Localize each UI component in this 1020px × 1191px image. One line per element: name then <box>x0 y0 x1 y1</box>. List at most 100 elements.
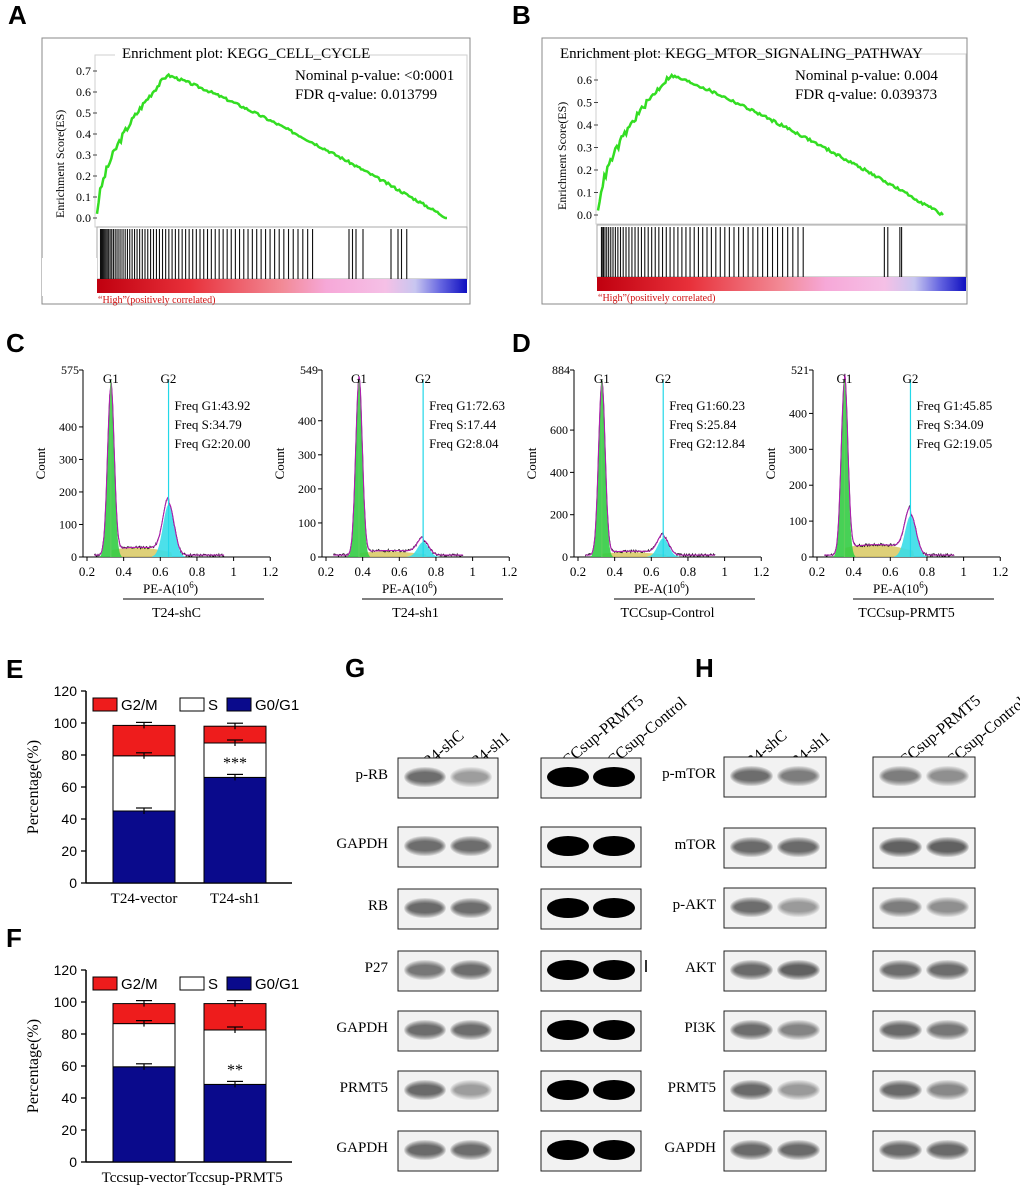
blot-band-layer <box>929 964 966 976</box>
flow-g1-label: G1 <box>836 371 852 386</box>
flow-fit-curve <box>333 376 464 556</box>
blot-band-layer <box>404 1080 446 1100</box>
blot-band-layer <box>929 901 966 913</box>
blot-band-layer <box>404 960 446 980</box>
gsea-ytick-label: 0.2 <box>577 163 592 177</box>
gsea-plot-mtor: Enrichment plot: KEGG_MTOR_SIGNALING_PAT… <box>541 37 968 305</box>
blot-band-layer <box>407 840 443 852</box>
blot-band-layer <box>450 768 492 786</box>
blot-band-layer <box>879 1081 922 1099</box>
blot-panel-right <box>872 1070 976 1112</box>
blot-band-layer <box>453 1144 489 1156</box>
blot-band-layer <box>926 837 969 857</box>
blot-band-layer <box>881 840 920 854</box>
blot-band <box>730 1020 773 1040</box>
blot-band-layer <box>551 903 585 913</box>
flow-ytick-label: 200 <box>298 482 316 496</box>
blot-band-layer <box>451 1082 491 1098</box>
blot-band-layer <box>930 1085 965 1095</box>
blot-band-layer <box>551 841 585 851</box>
gsea-left-blank <box>42 258 97 296</box>
flow-xtick-label: 1 <box>960 564 967 579</box>
blot-edge-mark <box>645 960 647 972</box>
blot-panel-left <box>397 826 499 868</box>
gsea-ytick-label: 0.3 <box>577 141 592 155</box>
blot-band-layer <box>452 963 490 977</box>
blot-band-layer <box>404 1020 446 1040</box>
flow-ytick-label: 200 <box>59 485 77 499</box>
blot-band-layer <box>450 1020 492 1040</box>
blot-band <box>879 766 922 786</box>
flow-ytick-zero: 0 <box>801 550 807 564</box>
blot-band-layer <box>407 771 443 783</box>
blot-panel-right <box>872 887 976 929</box>
blot-panel-right <box>872 1010 976 1052</box>
blot-band-layer <box>883 902 918 912</box>
flow-ytick-label: 200 <box>550 508 568 522</box>
blot-band-layer <box>450 837 492 855</box>
blot-band-layer <box>407 964 443 976</box>
blot-band-layer <box>882 1084 919 1096</box>
gsea-es-curve <box>95 72 447 220</box>
blot-band-layer <box>451 1022 491 1038</box>
blot-band-layer <box>454 1085 488 1095</box>
blot-band <box>547 767 589 787</box>
blot-band <box>879 960 922 980</box>
flow-xtick-label: 0.2 <box>318 564 334 579</box>
legend-label: G2/M <box>121 697 158 714</box>
blot-band-layer <box>731 1082 772 1098</box>
blot-band <box>593 898 635 918</box>
flow-xlabel-sup: 6 <box>919 580 924 590</box>
blot-band-layer <box>779 963 818 977</box>
blot-band <box>404 1020 446 1040</box>
blot-band-layer <box>730 1141 773 1159</box>
blot-band-layer <box>881 963 920 977</box>
blot-row-label: RB <box>368 898 388 914</box>
blot-band-layer <box>454 1145 488 1155</box>
blot-band-layer <box>879 1021 922 1039</box>
blot-panel-left <box>397 888 499 930</box>
blot-band-layer <box>454 841 488 851</box>
blot-row-label: P27 <box>365 960 389 976</box>
blot-panel-right <box>872 756 976 798</box>
panel-label-h: H <box>695 653 714 683</box>
blot-band-layer <box>777 1021 820 1039</box>
blot-band-layer <box>926 1080 969 1100</box>
flow-xtick-label: 0.4 <box>607 564 624 579</box>
blot-row-label: PRMT5 <box>340 1080 388 1096</box>
blot-band-layer <box>408 1145 442 1155</box>
gsea-ytick-label: 0.3 <box>76 148 91 162</box>
blot-band <box>547 960 589 980</box>
blot-band-layer <box>926 960 969 980</box>
blot-band-layer <box>406 839 444 853</box>
flow-ytick-label: 400 <box>550 465 568 479</box>
flow-xtick-label: 1.2 <box>992 564 1008 579</box>
blot-row-label: mTOR <box>675 837 716 853</box>
gsea-ytick-label: 0.4 <box>76 127 91 141</box>
blot-row-label: GAPDH <box>336 836 388 852</box>
blot-band-layer <box>730 767 773 785</box>
panel-label-a: A <box>8 0 27 30</box>
flow-g1-label: G1 <box>351 371 367 386</box>
flow-xtick-label: 1 <box>721 564 728 579</box>
blot-band-layer <box>879 898 922 916</box>
blot-band-layer <box>882 1024 919 1036</box>
blot-band-layer <box>450 1021 492 1039</box>
blot-band-layer <box>450 960 492 980</box>
flow-plot-tccsup-prmt5: 521 100 200 300 400 00.2 0.4 0.6 0.8 1 1.2 Count PE-… <box>763 363 1008 621</box>
blot-band-layer <box>730 961 773 979</box>
blot-band-layer <box>404 768 446 786</box>
gsea-rank-heatmap <box>97 279 467 293</box>
blot-band-layer <box>404 899 446 917</box>
bar-ytick-label: 20 <box>61 1122 77 1138</box>
blot-band <box>730 837 773 857</box>
blot-row-label: p-mTOR <box>662 766 716 782</box>
blot-band <box>926 1140 969 1160</box>
blot-band-layer <box>879 766 922 786</box>
flow-g2-label: G2 <box>655 371 671 386</box>
blot-band-layer <box>927 1022 968 1038</box>
blot-band-layer <box>926 1140 969 1160</box>
bar-ytick-label: 60 <box>61 779 77 795</box>
blot-band-layer <box>930 965 965 975</box>
